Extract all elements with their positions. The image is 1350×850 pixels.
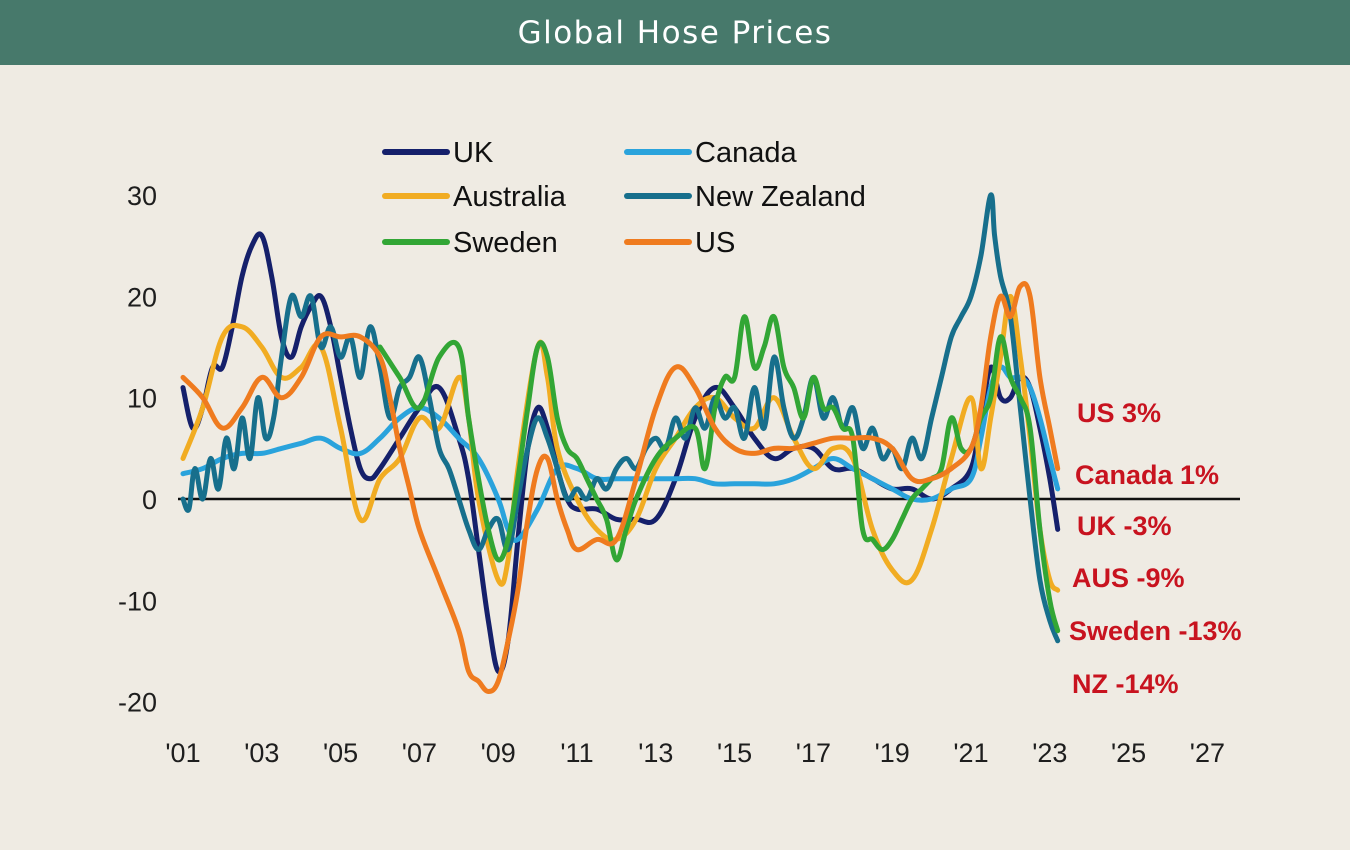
end-labels: US 3% Canada 1% UK -3% AUS -9% Sweden -13% NZ… bbox=[1069, 398, 1242, 699]
x-tick-label: '15 bbox=[717, 738, 752, 768]
x-tick-label: '01 bbox=[165, 738, 200, 768]
end-label-australia: AUS -9% bbox=[1072, 563, 1185, 593]
series-line-new-zealand bbox=[180, 192, 1061, 644]
x-tick-label: '21 bbox=[953, 738, 988, 768]
y-tick-label: -20 bbox=[118, 688, 157, 718]
legend-item-new-zealand: New Zealand bbox=[624, 181, 866, 213]
legend-item-canada: Canada bbox=[624, 137, 797, 169]
y-tick-label: -10 bbox=[118, 586, 157, 616]
legend-item-us: US bbox=[624, 227, 735, 259]
legend: UK Canada Australia New Zealand Sweden US bbox=[382, 137, 866, 259]
legend-label: Sweden bbox=[453, 227, 558, 259]
x-tick-label: '19 bbox=[875, 738, 910, 768]
legend-label: Australia bbox=[453, 181, 567, 213]
x-tick-label: '09 bbox=[481, 738, 516, 768]
legend-label: UK bbox=[453, 137, 494, 169]
chart-title: Global Hose Prices bbox=[517, 14, 833, 51]
end-label-sweden: Sweden -13% bbox=[1069, 616, 1242, 646]
x-tick-label: '17 bbox=[796, 738, 831, 768]
x-tick-label: '05 bbox=[323, 738, 358, 768]
end-label-new-zealand: NZ -14% bbox=[1072, 669, 1179, 699]
legend-label: New Zealand bbox=[695, 181, 866, 213]
end-label-uk: UK -3% bbox=[1077, 511, 1172, 541]
x-tick-label: '13 bbox=[638, 738, 673, 768]
x-tick-label: '03 bbox=[244, 738, 279, 768]
y-tick-label: 0 bbox=[142, 485, 157, 515]
x-tick-label: '11 bbox=[560, 738, 593, 768]
legend-label: US bbox=[695, 227, 735, 259]
end-label-canada: Canada 1% bbox=[1075, 460, 1219, 490]
x-tick-label: '07 bbox=[402, 738, 437, 768]
legend-item-uk: UK bbox=[382, 137, 494, 169]
legend-item-sweden: Sweden bbox=[382, 227, 558, 259]
x-tick-label: '27 bbox=[1190, 738, 1225, 768]
series-line-canada bbox=[180, 364, 1061, 544]
end-label-us: US 3% bbox=[1077, 398, 1161, 428]
legend-item-australia: Australia bbox=[382, 181, 567, 213]
chart-area: 30 20 10 0 -10 -20 '01 '03 '05 '07 '09 '11 '13 '15 '1… bbox=[0, 65, 1350, 850]
y-tick-label: 20 bbox=[127, 282, 157, 312]
legend-label: Canada bbox=[695, 137, 797, 169]
line-chart: 30 20 10 0 -10 -20 '01 '03 '05 '07 '09 '11 '13 '15 '1… bbox=[118, 137, 1242, 768]
series-line-us bbox=[180, 281, 1061, 694]
series-lines bbox=[180, 192, 1061, 694]
x-tick-label: '23 bbox=[1032, 738, 1067, 768]
series-line-sweden bbox=[377, 314, 1061, 634]
x-axis: '01 '03 '05 '07 '09 '11 '13 '15 '17 '19 '21 '23 '25 '… bbox=[165, 738, 1225, 768]
chart-header: Global Hose Prices bbox=[0, 0, 1350, 65]
x-tick-label: '25 bbox=[1111, 738, 1146, 768]
y-axis: 30 20 10 0 -10 -20 bbox=[118, 181, 157, 718]
y-tick-label: 10 bbox=[127, 384, 157, 414]
y-tick-label: 30 bbox=[127, 181, 157, 211]
